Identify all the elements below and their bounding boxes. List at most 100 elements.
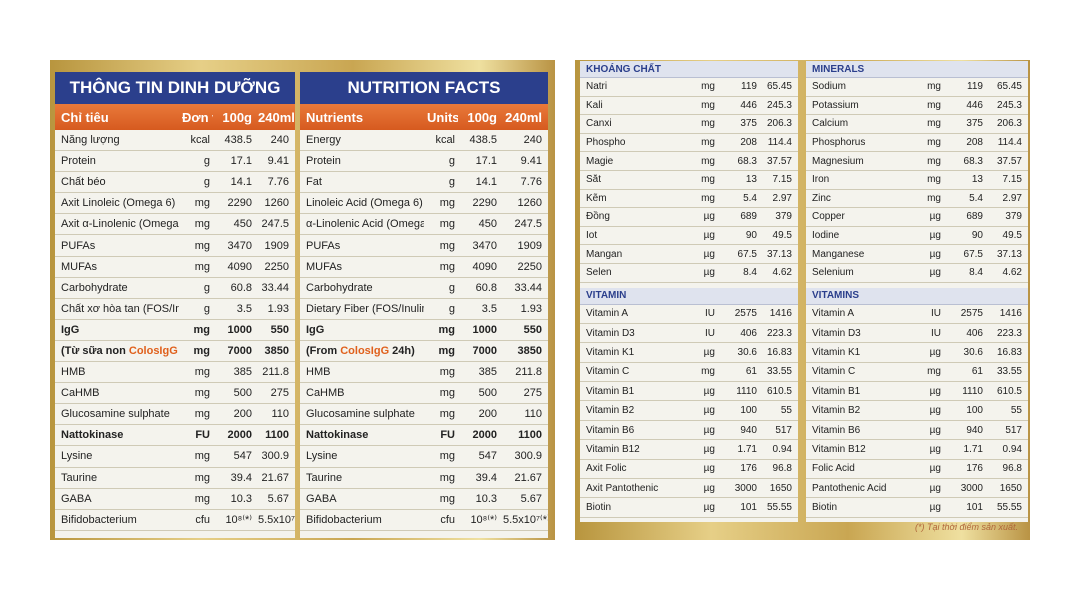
per-100g: 547 [233,450,252,463]
per-240ml: 1100 [265,429,289,442]
nutrient-row: Carbohydrate g 60.8 33.44 [300,278,548,299]
column-header: 240ml [258,109,295,125]
per-100g: 2290 [227,197,252,210]
nutrient-row: Vitamin B6 µg 940 517 [580,421,798,441]
per-240ml: 245.3 [766,99,792,111]
nutrient-name: GABA [306,492,337,505]
per-100g: 1000 [227,323,252,336]
unit: µg [929,463,941,475]
per-100g: 67.5 [737,248,757,260]
unit: µg [929,502,941,514]
nutrient-row: Vitamin C mg 61 33.55 [580,363,798,383]
per-240ml: 2.97 [1002,192,1022,204]
header-row: Chỉ tiêu Đơn vị 100g 240ml [55,104,295,130]
per-240ml: 206.3 [766,118,792,130]
per-100g: 1000 [472,323,497,336]
per-240ml: 7.15 [1002,174,1022,186]
per-100g: 30.6 [963,347,983,358]
nutrient-row: Vitamin B1 µg 1110 610.5 [806,382,1028,402]
section-title: KHOÁNG CHẤT [580,61,798,78]
unit: mg [439,408,455,421]
unit: mg [701,118,715,130]
nutrient-row: Potassium mg 446 245.3 [806,97,1028,116]
nutrient-name: Kẽm [586,192,607,204]
nutrient-row: (Từ sữa non ColosIgG 24h) mg 7000 3850 [55,341,295,363]
nutrient-name: PUFAs [306,239,341,252]
nutrient-row: Vitamin B12 µg 1.71 0.94 [580,440,798,460]
nutrient-name: Nattokinase [306,429,369,442]
unit: mg [439,218,455,231]
nutrient-row: HMB mg 385 211.8 [55,362,295,384]
unit: µg [703,443,715,455]
per-240ml: 110 [271,408,289,421]
nutrient-row: Vitamin A IU 2575 1416 [580,305,798,324]
unit: mg [193,323,211,336]
per-240ml: 2250 [264,260,289,273]
unit: µg [703,482,715,494]
column-header: Đơn vị [182,109,213,125]
per-100g: 1110 [962,385,983,397]
nutrient-name: HMB [61,366,86,379]
per-240ml: 4.62 [772,267,792,279]
per-100g: 208 [740,137,757,149]
nutrient-row: Vitamin K1 µg 30.6 16.83 [580,343,798,363]
nutrient-row: Selenium µg 8.4 4.62 [806,264,1028,283]
per-100g: 2000 [472,429,497,442]
nutrient-row: Vitamin D3 IU 406 223.3 [806,324,1028,344]
nutrient-row: Vitamin B1 µg 1110 610.5 [580,382,798,402]
per-240ml: 517 [1005,424,1022,436]
nutrient-name: Carbohydrate [61,281,128,294]
per-240ml: 240 [270,134,289,147]
per-100g: 446 [740,99,757,111]
unit: mg [701,137,715,149]
per-100g: 39.4 [475,471,497,484]
per-100g: 450 [478,218,497,231]
unit: µg [929,211,941,223]
unit: mg [927,155,941,167]
nutrient-name: Axit Linoleic (Omega 6) [61,197,176,210]
nutrient-name: Năng lượng [61,134,120,147]
per-100g: 500 [233,387,252,400]
nutrient-name: Vitamin K1 [812,347,861,358]
per-100g: 10.3 [230,492,252,505]
per-100g: 10.3 [475,492,497,505]
nutrient-row: MUFAs mg 4090 2250 [55,257,295,278]
table-title: NUTRITION FACTS [300,72,548,104]
per-240ml: 55.55 [996,502,1022,514]
per-240ml: 379 [1005,211,1022,223]
nutrient-name: PUFAs [61,239,96,252]
per-240ml: 3850 [264,344,289,357]
nutrient-row: IgG mg 1000 550 [55,320,295,341]
nutrient-row: α-Linolenic Acid (Omega 3) mg 450 247.5 [300,214,548,236]
nutrient-row: Dietary Fiber (FOS/Inulin) g 3.5 1.93 [300,299,548,320]
nutrient-row: Selen µg 8.4 4.62 [580,264,798,283]
nutrient-row: Axit Pantothenic µg 3000 1650 [580,479,798,499]
nutrient-row: CaHMB mg 500 275 [300,383,548,405]
nutrient-name: HMB [306,366,331,379]
per-100g: 406 [740,327,757,339]
per-240ml: 65.45 [996,81,1022,93]
per-100g: 385 [233,366,252,379]
per-100g: 67.5 [963,248,983,260]
nutrient-name: Vitamin B6 [812,424,861,436]
nutrient-row: Vitamin C mg 61 33.55 [806,363,1028,383]
name-part: ColosIgG [128,344,178,357]
nutrient-row: Vitamin D3 IU 406 223.3 [580,324,798,344]
footnote: (*) Tại thời điểm sản xuất. [915,522,1018,532]
unit: mg [927,192,941,204]
unit: mg [194,366,210,379]
per-240ml: 110 [524,408,542,421]
per-100g: 438.5 [469,134,497,147]
nutrient-row: Canxi mg 375 206.3 [580,115,798,134]
nutrient-row: Đồng µg 689 379 [580,208,798,227]
unit: mg [439,260,455,273]
per-100g: 3470 [227,239,252,252]
per-240ml: 33.55 [766,366,792,378]
unit: mg [194,387,210,400]
per-240ml: 9.41 [520,155,542,168]
nutrient-row: GABA mg 10.3 5.67 [300,489,548,510]
nutrient-name: MUFAs [61,260,98,273]
per-240ml: 21.67 [261,471,289,484]
unit: g [203,155,210,168]
per-100g: 375 [740,118,757,130]
